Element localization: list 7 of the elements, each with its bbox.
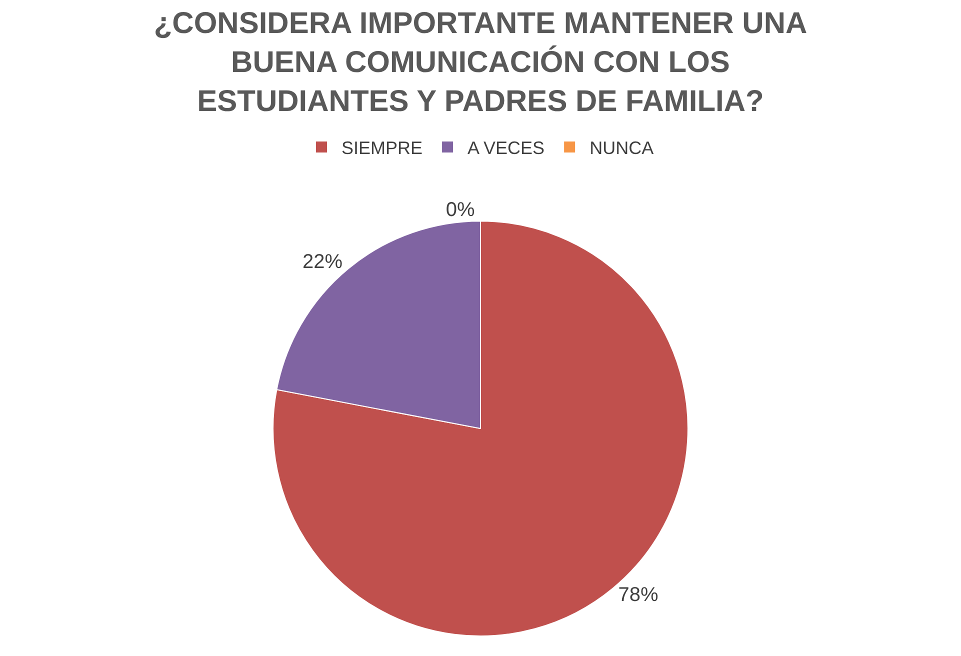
- text: 0%: [446, 199, 475, 222]
- legend-label: A VECES: [468, 138, 545, 158]
- legend-label: NUNCA: [590, 138, 654, 158]
- data-label: 22%: [302, 251, 343, 274]
- chart-title: ¿CONSIDERA IMPORTANTE MANTENER UNA BUENA COMUNICACIÓN CON LOS ESTUDIANTES Y PADRES DE FAMILIA?: [154, 6, 808, 118]
- legend-label: SIEMPRE: [342, 138, 423, 158]
- data-label: 78%: [618, 584, 658, 606]
